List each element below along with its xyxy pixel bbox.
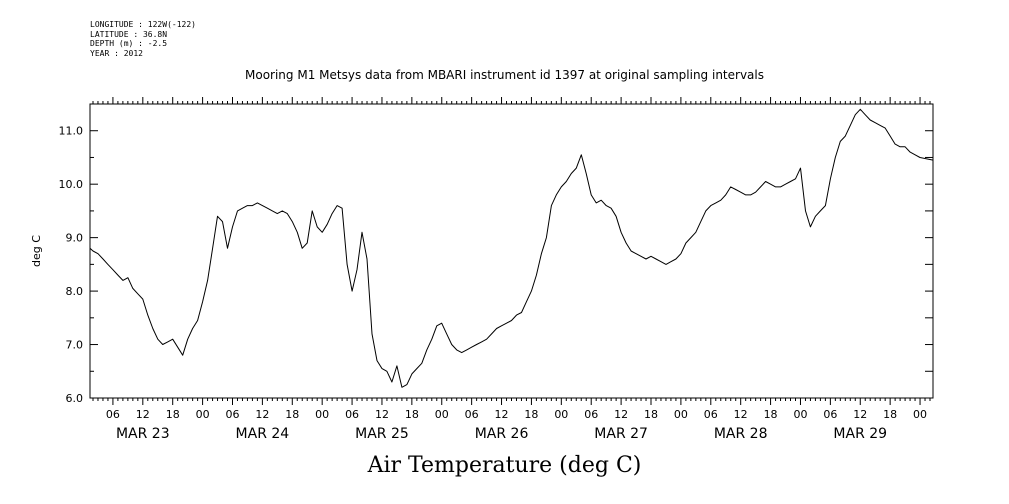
x-day-label: MAR 26 xyxy=(475,426,529,442)
longitude-text: LONGITUDE : 122W(-122) xyxy=(90,20,196,29)
x-tick-label: 12 xyxy=(136,408,150,421)
x-tick-label: 12 xyxy=(495,408,509,421)
x-tick-label: 06 xyxy=(584,408,598,421)
x-tick-label: 18 xyxy=(524,408,538,421)
y-tick-label: 9.0 xyxy=(66,232,84,245)
x-tick-label: 12 xyxy=(734,408,748,421)
x-tick-label: 18 xyxy=(644,408,658,421)
latitude-text: LATITUDE : 36.8N xyxy=(90,29,168,39)
series-line xyxy=(89,108,934,388)
x-tick-label: 18 xyxy=(883,408,897,421)
x-tick-label: 00 xyxy=(674,408,688,421)
y-axis-label: deg C xyxy=(30,235,43,267)
x-tick-label: 00 xyxy=(793,408,807,421)
x-tick-label: 00 xyxy=(554,408,568,421)
y-tick-label: 6.0 xyxy=(66,392,84,405)
x-day-label: MAR 23 xyxy=(116,426,170,442)
x-tick-label: 06 xyxy=(345,408,359,421)
x-tick-label: 00 xyxy=(196,408,210,421)
x-axis: 06 12 18 00 06 12 18 00 06 12 18 00 06 12 18 00 06 12 18 00… xyxy=(92,97,931,442)
y-tick-label: 8.0 xyxy=(66,285,84,298)
x-tick-label: 06 xyxy=(225,408,239,421)
x-tick-label: 00 xyxy=(315,408,329,421)
x-axis-label: Air Temperature (deg C) xyxy=(367,453,642,478)
x-tick-label: 00 xyxy=(913,408,927,421)
x-day-label: MAR 28 xyxy=(714,426,768,442)
chart-title: Mooring M1 Metsys data from MBARI instru… xyxy=(245,68,764,82)
series-group xyxy=(89,108,934,388)
x-tick-label: 06 xyxy=(823,408,837,421)
metadata-block: LONGITUDE : 122W(-122) LATITUDE : 36.8N … xyxy=(90,20,196,58)
x-day-label: MAR 25 xyxy=(355,426,409,442)
x-tick-label: 18 xyxy=(285,408,299,421)
x-tick-label: 12 xyxy=(255,408,269,421)
y-tick-label: 10.0 xyxy=(59,178,84,191)
depth-text: DEPTH (m) : -2.5 xyxy=(90,39,168,48)
x-tick-label: 18 xyxy=(166,408,180,421)
x-tick-label: 12 xyxy=(853,408,867,421)
y-axis: 6.0 7.0 8.0 9.0 10.0 11.0 xyxy=(59,103,933,405)
x-tick-label: 12 xyxy=(375,408,389,421)
x-day-label: MAR 27 xyxy=(594,426,648,442)
x-tick-label: 06 xyxy=(106,408,120,421)
x-tick-label: 18 xyxy=(764,408,778,421)
year-text: YEAR : 2012 xyxy=(90,48,143,58)
x-day-label: MAR 29 xyxy=(833,426,887,442)
y-tick-label: 11.0 xyxy=(59,125,84,138)
x-tick-label: 12 xyxy=(614,408,628,421)
x-tick-label: 00 xyxy=(435,408,449,421)
x-tick-label: 18 xyxy=(405,408,419,421)
x-tick-label: 06 xyxy=(465,408,479,421)
y-tick-label: 7.0 xyxy=(66,339,84,352)
x-day-label: MAR 24 xyxy=(236,426,290,442)
x-tick-label: 06 xyxy=(704,408,718,421)
plot-frame xyxy=(89,103,934,399)
